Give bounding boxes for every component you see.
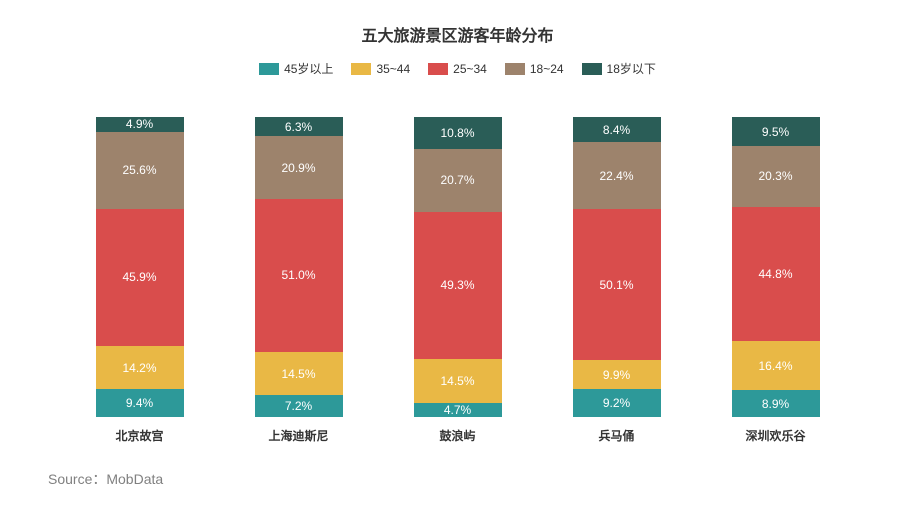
bar-column: 8.9%16.4%44.8%20.3%9.5%: [696, 117, 855, 417]
legend-item: 18岁以下: [582, 60, 656, 77]
legend-label: 18岁以下: [607, 60, 656, 77]
bar-segment: 8.4%: [573, 117, 661, 142]
legend-item: 35~44: [351, 62, 410, 76]
x-axis-label: 兵马俑: [537, 427, 696, 444]
bar-segment: 9.4%: [96, 389, 184, 417]
bar-segment: 10.8%: [414, 117, 502, 149]
bar-segment: 14.5%: [255, 352, 343, 396]
legend-swatch: [428, 63, 448, 75]
legend-label: 45岁以上: [284, 60, 333, 77]
legend-label: 18~24: [530, 62, 564, 76]
bar-segment: 7.2%: [255, 395, 343, 417]
stacked-bar: 9.2%9.9%50.1%22.4%8.4%: [537, 117, 696, 417]
source-label: Source：MobData: [48, 469, 163, 489]
stacked-bar: 7.2%14.5%51.0%20.9%6.3%: [219, 117, 378, 417]
bar-segment: 9.5%: [732, 117, 820, 146]
chart-title: 五大旅游景区游客年龄分布: [0, 0, 915, 46]
plot-area: 9.4%14.2%45.9%25.6%4.9%7.2%14.5%51.0%20.…: [60, 97, 855, 417]
bar-segment: 44.8%: [732, 207, 820, 341]
legend-label: 25~34: [453, 62, 487, 76]
bar-segment: 14.5%: [414, 359, 502, 403]
legend-swatch: [351, 63, 371, 75]
stacked-bar: 4.7%14.5%49.3%20.7%10.8%: [378, 117, 537, 417]
legend-item: 45岁以上: [259, 60, 333, 77]
stacked-bar: 9.4%14.2%45.9%25.6%4.9%: [60, 117, 219, 417]
legend-swatch: [582, 63, 602, 75]
legend: 45岁以上 35~44 25~34 18~24 18岁以下: [0, 60, 915, 77]
legend-swatch: [259, 63, 279, 75]
bar-segment: 14.2%: [96, 346, 184, 389]
x-axis-label: 北京故宫: [60, 427, 219, 444]
bar-segment: 25.6%: [96, 132, 184, 209]
bar-column: 4.7%14.5%49.3%20.7%10.8%: [378, 117, 537, 417]
bar-segment: 4.9%: [96, 117, 184, 132]
legend-label: 35~44: [376, 62, 410, 76]
bar-segment: 20.9%: [255, 136, 343, 199]
bar-segment: 50.1%: [573, 209, 661, 359]
bar-column: 9.4%14.2%45.9%25.6%4.9%: [60, 117, 219, 417]
bar-segment: 9.2%: [573, 389, 661, 417]
bar-segment: 51.0%: [255, 199, 343, 352]
legend-swatch: [505, 63, 525, 75]
stacked-bar: 8.9%16.4%44.8%20.3%9.5%: [696, 117, 855, 417]
bar-segment: 9.9%: [573, 360, 661, 390]
bar-segment: 6.3%: [255, 117, 343, 136]
legend-item: 18~24: [505, 62, 564, 76]
bar-segment: 8.9%: [732, 390, 820, 417]
x-axis-label: 鼓浪屿: [378, 427, 537, 444]
bar-segment: 16.4%: [732, 341, 820, 390]
x-axis: 北京故宫上海迪斯尼鼓浪屿兵马俑深圳欢乐谷: [60, 417, 855, 444]
x-axis-label: 深圳欢乐谷: [696, 427, 855, 444]
legend-item: 25~34: [428, 62, 487, 76]
bar-segment: 20.3%: [732, 146, 820, 207]
bar-segment: 22.4%: [573, 142, 661, 209]
bar-segment: 20.7%: [414, 149, 502, 211]
bar-segment: 45.9%: [96, 209, 184, 347]
x-axis-label: 上海迪斯尼: [219, 427, 378, 444]
bar-segment: 49.3%: [414, 212, 502, 360]
bar-column: 9.2%9.9%50.1%22.4%8.4%: [537, 117, 696, 417]
bar-segment: 4.7%: [414, 403, 502, 417]
bar-column: 7.2%14.5%51.0%20.9%6.3%: [219, 117, 378, 417]
